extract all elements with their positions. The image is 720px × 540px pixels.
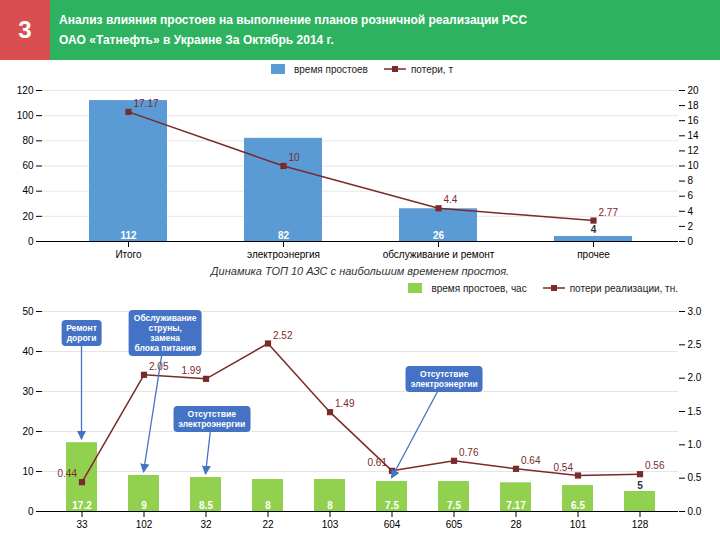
svg-text:обслуживание и ремонт: обслуживание и ремонт xyxy=(383,249,495,260)
svg-text:60: 60 xyxy=(22,160,34,171)
svg-text:2.0: 2.0 xyxy=(688,372,702,383)
svg-text:40: 40 xyxy=(22,346,34,357)
svg-text:12: 12 xyxy=(688,145,700,156)
svg-text:2.05: 2.05 xyxy=(149,361,169,372)
svg-text:Итого: Итого xyxy=(115,249,142,260)
svg-text:8: 8 xyxy=(265,500,271,511)
svg-text:8.5: 8.5 xyxy=(199,500,213,511)
svg-text:18: 18 xyxy=(688,100,700,111)
svg-text:40: 40 xyxy=(22,185,34,196)
svg-text:16: 16 xyxy=(688,115,700,126)
svg-text:4.4: 4.4 xyxy=(444,194,458,205)
html-text:Отсутствие электроэнергии: Отсутствие электроэнергии xyxy=(178,409,246,429)
svg-text:20: 20 xyxy=(22,426,34,437)
svg-text:50: 50 xyxy=(22,306,34,317)
html-text:время простоев, час: время простоев, час xyxy=(431,282,527,294)
svg-text:6: 6 xyxy=(688,190,694,201)
html-text:Обслуживание струны, замена бл: Обслуживание струны, замена блока питани… xyxy=(133,313,197,353)
svg-text:8: 8 xyxy=(327,500,333,511)
svg-text:2.5: 2.5 xyxy=(688,339,702,350)
svg-text:0.44: 0.44 xyxy=(58,468,78,479)
svg-text:17.2: 17.2 xyxy=(72,500,92,511)
svg-text:8: 8 xyxy=(688,175,694,186)
svg-text:33: 33 xyxy=(76,519,88,530)
svg-text:7.5: 7.5 xyxy=(385,500,399,511)
svg-text:0.56: 0.56 xyxy=(645,460,665,471)
svg-text:10: 10 xyxy=(289,152,301,163)
svg-text:0.76: 0.76 xyxy=(459,447,479,458)
svg-text:электроэнергия: электроэнергия xyxy=(247,249,320,260)
svg-text:0.0: 0.0 xyxy=(688,506,702,517)
svg-text:4: 4 xyxy=(591,224,597,235)
svg-text:1.5: 1.5 xyxy=(688,406,702,417)
html-text:время простоев: время простоев xyxy=(294,63,368,75)
svg-text:102: 102 xyxy=(136,519,153,530)
svg-text:0.64: 0.64 xyxy=(521,455,541,466)
svg-text:101: 101 xyxy=(570,519,587,530)
svg-text:28: 28 xyxy=(510,519,522,530)
svg-text:80: 80 xyxy=(22,135,34,146)
svg-text:32: 32 xyxy=(200,519,212,530)
svg-text:0: 0 xyxy=(28,236,34,247)
svg-text:14: 14 xyxy=(688,130,700,141)
svg-text:5: 5 xyxy=(637,480,643,491)
svg-text:прочее: прочее xyxy=(577,249,610,260)
html-text:ОАО «Татнефть» в Украине За Ок: ОАО «Татнефть» в Украине За Октябрь 2014… xyxy=(59,33,334,47)
html-text:Ремонт дороги: Ремонт дороги xyxy=(66,323,97,343)
svg-text:1.49: 1.49 xyxy=(335,398,355,409)
html-text:потери, т: потери, т xyxy=(410,63,453,75)
svg-text:100: 100 xyxy=(17,110,34,121)
svg-text:0: 0 xyxy=(28,506,34,517)
svg-text:604: 604 xyxy=(384,519,401,530)
svg-text:7.5: 7.5 xyxy=(447,500,461,511)
svg-text:6.5: 6.5 xyxy=(571,500,585,511)
svg-text:2.52: 2.52 xyxy=(273,330,293,341)
svg-text:17.17: 17.17 xyxy=(134,98,159,109)
svg-text:2.77: 2.77 xyxy=(599,207,619,218)
svg-text:1.0: 1.0 xyxy=(688,439,702,450)
svg-text:0.5: 0.5 xyxy=(688,472,702,483)
svg-text:30: 30 xyxy=(22,386,34,397)
svg-text:82: 82 xyxy=(278,230,290,241)
html-text:потери реализации, тн.: потери реализации, тн. xyxy=(569,282,678,294)
svg-text:0.61: 0.61 xyxy=(368,457,388,468)
svg-text:605: 605 xyxy=(446,519,463,530)
svg-text:103: 103 xyxy=(322,519,339,530)
html-text:3: 3 xyxy=(18,16,32,43)
svg-text:7.17: 7.17 xyxy=(506,500,526,511)
svg-text:120: 120 xyxy=(17,85,34,96)
svg-text:10: 10 xyxy=(22,466,34,477)
html-text:Динамика ТОП 10 АЗС с наибольш: Динамика ТОП 10 АЗС с наибольшим времене… xyxy=(210,265,510,277)
svg-text:22: 22 xyxy=(262,519,274,530)
svg-text:112: 112 xyxy=(120,230,137,241)
html-text:Анализ влияния простоев на вып: Анализ влияния простоев на выполнение пл… xyxy=(59,13,528,27)
svg-text:20: 20 xyxy=(688,85,700,96)
svg-text:128: 128 xyxy=(632,519,649,530)
svg-text:4: 4 xyxy=(688,206,694,217)
svg-text:26: 26 xyxy=(433,230,445,241)
svg-text:0.54: 0.54 xyxy=(554,462,574,473)
svg-text:2: 2 xyxy=(688,221,694,232)
svg-text:3.0: 3.0 xyxy=(688,306,702,317)
html-text:Отсутствие электроэнергии: Отсутствие электроэнергии xyxy=(410,369,478,389)
svg-text:0: 0 xyxy=(688,236,694,247)
svg-text:10: 10 xyxy=(688,160,700,171)
svg-text:1.99: 1.99 xyxy=(182,365,202,376)
svg-text:20: 20 xyxy=(22,211,34,222)
svg-text:9: 9 xyxy=(141,500,147,511)
